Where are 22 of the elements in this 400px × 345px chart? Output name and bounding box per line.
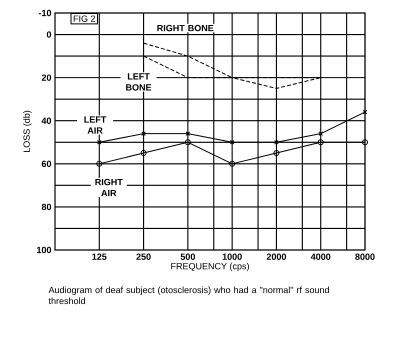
x-tick-label: 8000 xyxy=(355,254,375,260)
x-tick-label: 4000 xyxy=(310,254,330,260)
series-label: LEFT AIR xyxy=(84,116,106,134)
series-label: LEFT BONE xyxy=(126,73,152,91)
x-tick-label: 500 xyxy=(180,254,196,260)
annotation: FIG 2 xyxy=(74,15,96,22)
y-tick-label: 60 xyxy=(42,160,52,168)
series-label: RIGHT AIR xyxy=(95,178,123,196)
x-tick-label: 125 xyxy=(92,254,107,260)
x-tick-label: 250 xyxy=(136,254,151,260)
series-label: RIGHT BONE xyxy=(157,24,214,32)
y-tick-label: 100 xyxy=(37,246,52,254)
y-tick-label: 0 xyxy=(46,31,52,38)
y-tick-label: 80 xyxy=(42,204,52,210)
y-axis-title: LOSS (db) xyxy=(23,110,32,152)
y-tick-label: -10 xyxy=(38,10,52,16)
x-tick-label: 2000 xyxy=(266,254,286,260)
x-tick-label: 1000 xyxy=(222,254,242,260)
text: Audiogram of deaf subject (otosclerosis) who had a "normal" rf sound threshold xyxy=(48,286,329,304)
x-axis-title: FREQUENCY (cps) xyxy=(171,262,249,272)
y-tick-label: 20 xyxy=(42,74,52,81)
y-tick-label: 40 xyxy=(42,118,52,124)
